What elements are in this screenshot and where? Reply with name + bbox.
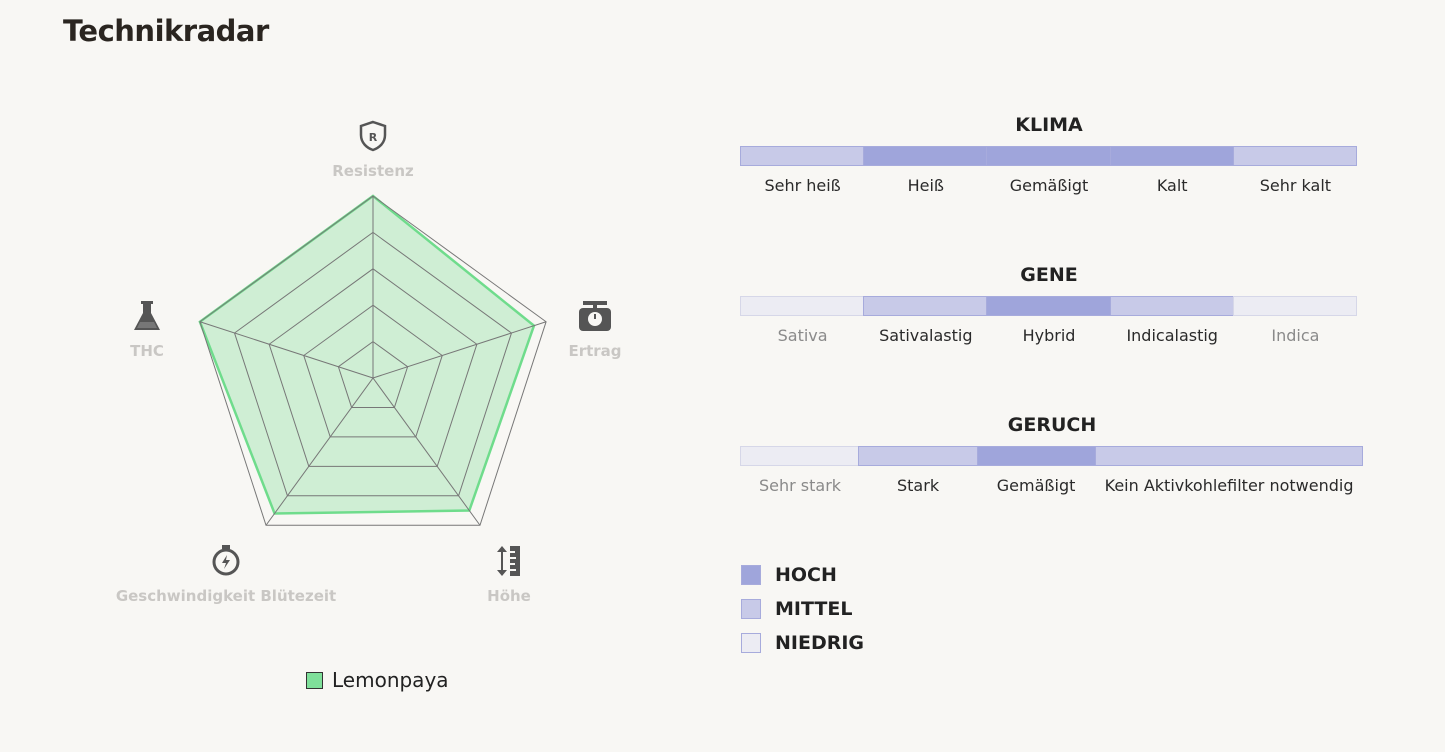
level-swatch [741,565,761,585]
level-swatch [741,633,761,653]
bar-segment [1232,146,1358,166]
grid-ring [233,231,513,497]
axis-label: THC [130,342,164,360]
bar-segment [1094,446,1363,466]
legend-swatch [306,671,323,689]
legend-label: Lemonpaya [332,668,449,692]
bar-segment [1109,296,1234,316]
ruler-arrows-icon [494,544,524,582]
bar-segment [863,296,988,316]
level-bar [740,296,1358,316]
level-key-niedrig: NIEDRIG [741,632,864,654]
bar-segment [863,146,988,166]
bar-segment [740,296,865,316]
svg-text:R: R [369,131,378,144]
segment-label: Gemäßigt [996,476,1076,495]
segment-label: Sehr stark [758,476,842,495]
level-label: HOCH [775,564,837,586]
grid-ring [268,268,478,467]
page-title: Technikradar [63,14,269,48]
level-label: NIEDRIG [775,632,865,654]
shield-r-icon: R [358,120,388,156]
level-key-hoch: HOCH [741,564,837,586]
radar-chart [198,194,547,526]
bar-segment [986,296,1111,316]
segment-label: Sativalastig [879,326,973,345]
group-title: KLIMA [1015,114,1083,136]
axis-line [372,377,481,526]
grid-ring [303,304,443,438]
stopwatch-icon [211,544,241,580]
bar-segment [976,446,1096,466]
segment-label: Sativa [777,326,828,345]
bar-segment [1232,296,1358,316]
level-swatch [741,599,761,619]
axis-label: Höhe [487,587,531,605]
flask-icon [132,300,162,338]
segment-label: Indicalastig [1126,326,1218,345]
bar-segment [858,446,978,466]
segment-label: Stark [897,476,940,495]
bar-segment [740,446,860,466]
segment-label: Indica [1271,326,1320,345]
segment-label: Sehr heiß [764,176,841,195]
level-key-mittel: MITTEL [741,598,852,620]
group-title: GENE [1020,264,1078,286]
group-title: GERUCH [1007,414,1097,436]
grid-ring [337,340,409,408]
segment-label: Sehr kalt [1259,176,1332,195]
level-bar [740,446,1363,466]
axis-label: Ertrag [568,342,622,360]
bar-segment [1109,146,1234,166]
segment-label: Kalt [1156,176,1188,195]
axis-line [265,377,374,526]
bar-segment [986,146,1111,166]
bar-segment [740,146,865,166]
series-area-lemonpaya [198,194,536,515]
chart-legend[interactable]: Lemonpaya [306,668,449,692]
axis-line [199,321,374,379]
axis-label: Resistenz [332,162,414,180]
segment-label: Hybrid [1022,326,1076,345]
scale-icon [577,300,613,336]
level-bar [740,146,1358,166]
segment-label: Kein Aktivkohlefilter notwendig [1104,476,1354,495]
level-label: MITTEL [775,598,853,620]
segment-label: Gemäßigt [1009,176,1089,195]
segment-label: Heiß [907,176,944,195]
axis-label: Geschwindigkeit Blütezeit [115,587,337,605]
grid-ring [199,195,547,526]
axis-line [372,321,547,379]
